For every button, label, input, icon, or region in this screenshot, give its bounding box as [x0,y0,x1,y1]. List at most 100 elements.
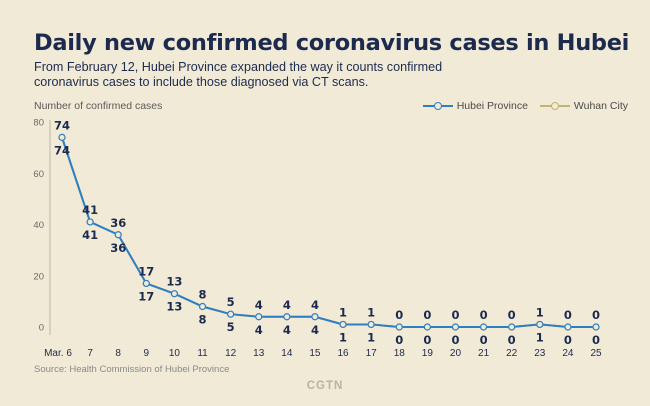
y-axis-label: Number of confirmed cases [34,100,163,112]
data-label-wuhan: 0 [480,333,488,347]
data-point-hubei [367,320,375,329]
data-label-wuhan: 17 [138,289,154,303]
data-label-hubei: 1 [367,305,375,319]
data-point-hubei [227,310,235,318]
legend-swatch-hubei [422,101,453,111]
chart-subtitle: From February 12, Hubei Province expande… [34,60,443,89]
data-point-hubei [311,313,319,321]
data-label-wuhan: 1 [536,330,544,344]
data-label-hubei: 1 [536,305,544,319]
data-label-wuhan: 1 [339,330,347,344]
data-label-wuhan: 0 [564,333,572,347]
data-label-hubei: 0 [451,308,459,322]
data-label-hubei: 4 [255,298,263,312]
data-label-hubei: 74 [54,118,70,132]
data-label-hubei: 4 [311,298,319,312]
data-label-wuhan: 0 [592,333,600,347]
data-label-hubei: 41 [82,203,98,217]
data-label-wuhan: 4 [255,323,263,337]
x-tick-label: 7 [87,348,93,359]
data-label-wuhan: 4 [283,323,291,337]
series-line-hubei [61,137,596,328]
x-tick-label: 11 [197,348,208,359]
chart-title: Daily new confirmed coronavirus cases in… [34,30,630,56]
data-point-hubei [395,323,403,331]
data-point-hubei [114,231,122,239]
legend-label-hubei: Hubei Province [456,100,528,112]
data-label-hubei: 0 [480,308,488,322]
y-tick-label: 0 [39,323,44,334]
data-label-hubei: 8 [199,288,207,302]
data-label-hubei: 13 [166,275,182,289]
x-tick-label: 22 [506,348,518,359]
x-tick-label: 8 [115,348,121,359]
data-label-hubei: 5 [227,295,235,309]
data-point-hubei [255,313,263,321]
source-note: Source: Health Commission of Hubei Provi… [34,364,230,375]
data-label-hubei: 1 [339,305,347,319]
data-point-hubei [58,133,66,141]
x-tick-label: 18 [394,348,406,359]
data-point-hubei [451,323,460,331]
data-point-hubei [86,218,94,226]
x-tick-label: 19 [422,348,434,359]
data-label-hubei: 0 [395,308,403,322]
x-tick-label: 16 [337,348,349,359]
data-label-wuhan: 1 [367,330,375,344]
legend-swatch-wuhan [539,101,570,111]
y-tick-label: 60 [33,169,44,180]
data-point-hubei [479,323,488,331]
x-tick-label: 9 [144,348,150,359]
data-label-wuhan: 0 [508,333,516,347]
data-point-hubei [423,323,431,331]
cgtn-logo: CGTN [0,380,650,392]
data-point-hubei [339,320,347,329]
data-label-wuhan: 0 [395,333,403,347]
data-label-hubei: 0 [592,308,600,322]
x-tick-label: 21 [478,348,490,359]
x-tick-label: 24 [562,348,574,359]
data-point-hubei [198,302,207,311]
y-tick-label: 40 [33,220,44,231]
data-label-hubei: 0 [423,308,431,322]
x-tick-label: 23 [534,348,546,359]
x-tick-label: 25 [590,348,602,359]
x-tick-label: 14 [281,348,293,359]
data-point-hubei [536,320,544,329]
data-point-hubei [142,279,150,288]
data-label-wuhan: 74 [54,143,70,157]
x-tick-label: 20 [450,348,462,359]
data-label-wuhan: 41 [82,228,98,242]
legend-item-wuhan: Wuhan City [539,100,628,112]
data-label-wuhan: 0 [451,333,459,347]
data-point-hubei [170,290,179,298]
data-label-wuhan: 13 [166,300,182,314]
x-tick-label: 15 [309,348,321,359]
data-label-wuhan: 5 [227,320,235,334]
x-tick-label: 10 [169,348,181,359]
data-label-wuhan: 8 [199,313,207,327]
data-label-wuhan: 36 [110,241,126,255]
y-tick-label: 20 [33,271,44,282]
data-label-hubei: 17 [138,264,154,278]
x-tick-label: 17 [366,348,378,359]
data-label-hubei: 0 [564,308,572,322]
y-tick-label: 80 [33,118,44,129]
data-point-hubei [508,323,516,331]
x-tick-label: Mar. 6 [44,348,72,359]
x-tick-label: 13 [253,348,265,359]
data-point-hubei [564,323,572,331]
data-label-wuhan: 4 [311,323,319,337]
data-label-hubei: 4 [283,298,291,312]
x-tick-label: 12 [225,348,237,359]
legend-item-hubei: Hubei Province [422,100,528,112]
data-label-hubei: 0 [508,308,516,322]
legend: Hubei Province Wuhan City [422,100,628,112]
data-point-hubei [592,323,600,331]
logo-text: CGTN [306,380,344,392]
data-label-hubei: 36 [110,216,126,230]
data-label-wuhan: 0 [423,333,431,347]
data-point-hubei [283,313,291,321]
legend-label-wuhan: Wuhan City [573,100,628,112]
